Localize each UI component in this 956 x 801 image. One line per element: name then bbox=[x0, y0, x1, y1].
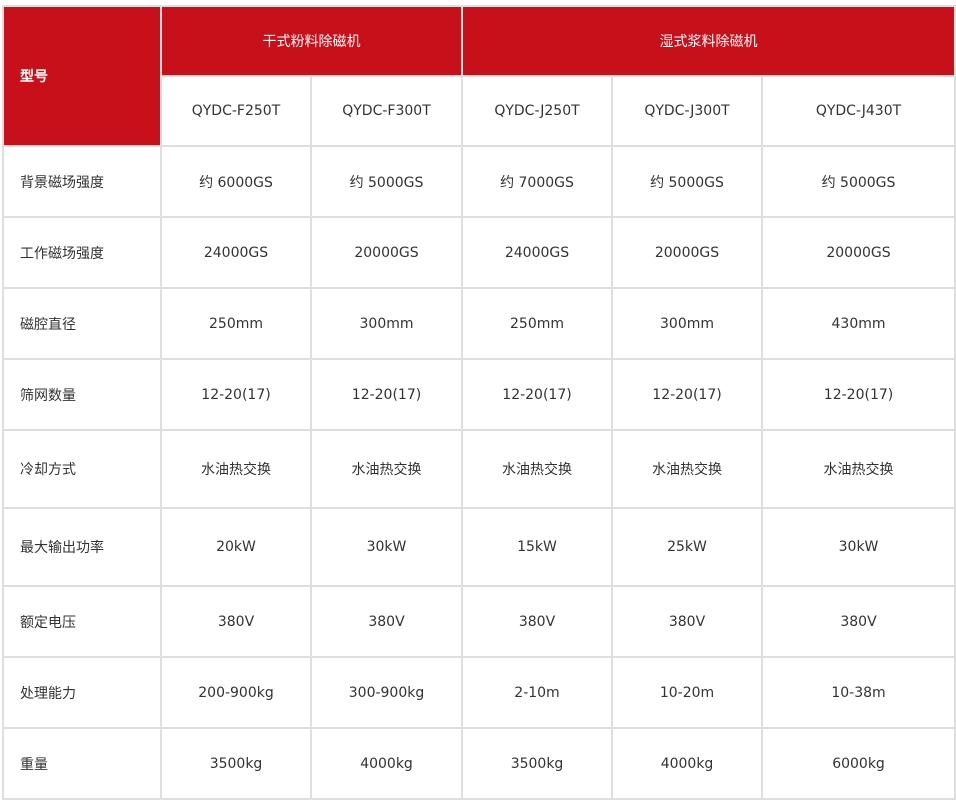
table-cell: 10-38m bbox=[760, 656, 956, 729]
table-cell: 430mm bbox=[760, 287, 956, 360]
row-label: 工作磁场强度 bbox=[2, 216, 162, 289]
table-cell: 24000GS bbox=[160, 216, 312, 289]
table-cell: 约 5000GS bbox=[310, 145, 463, 218]
table-cell: 24000GS bbox=[461, 216, 613, 289]
table-cell: 25kW bbox=[611, 507, 763, 587]
table-cell: 约 5000GS bbox=[760, 145, 956, 218]
header-row-models: QYDC-F250T QYDC-F300T QYDC-J250T QYDC-J3… bbox=[3, 75, 956, 147]
row-label: 处理能力 bbox=[2, 656, 162, 729]
table-cell: 12-20(17) bbox=[310, 358, 463, 431]
table-cell: 250mm bbox=[160, 287, 312, 360]
model-header: QYDC-F250T bbox=[160, 75, 312, 147]
table-cell: 200-900kg bbox=[160, 656, 312, 729]
table-cell: 380V bbox=[310, 585, 463, 658]
model-header: QYDC-J300T bbox=[611, 75, 763, 147]
table-cell: 30kW bbox=[760, 507, 956, 587]
table-cell: 水油热交换 bbox=[611, 429, 763, 509]
table-cell: 300mm bbox=[611, 287, 763, 360]
table-row: 额定电压 380V 380V 380V 380V 380V bbox=[2, 585, 956, 658]
table-row: 筛网数量 12-20(17) 12-20(17) 12-20(17) 12-20(17)… bbox=[2, 358, 956, 431]
table-cell: 水油热交换 bbox=[160, 429, 312, 509]
table-cell: 约 6000GS bbox=[160, 145, 312, 218]
spec-table: 型号 干式粉料除磁机 湿式浆料除磁机 QYDC-F250T QYDC-F300T… bbox=[2, 5, 956, 800]
table-cell: 3500kg bbox=[160, 727, 312, 800]
table-cell: 20000GS bbox=[611, 216, 763, 289]
table-row: 背景磁场强度约 6000GS 约 5000GS 约 7000GS 约 5000GS 约 … bbox=[2, 145, 956, 218]
table-cell: 3500kg bbox=[461, 727, 613, 800]
row-label: 背景磁场强度 bbox=[2, 145, 162, 218]
table-cell: 15kW bbox=[461, 507, 613, 587]
row-label: 额定电压 bbox=[2, 585, 162, 658]
table-cell: 12-20(17) bbox=[461, 358, 613, 431]
table-cell: 20000GS bbox=[310, 216, 463, 289]
row-label: 冷却方式 bbox=[2, 429, 162, 509]
table-row: 冷却方式 水油热交换 水油热交换 水油热交换 水油热交换 水油热交换 bbox=[2, 429, 956, 509]
table-cell: 12-20(17) bbox=[160, 358, 312, 431]
table-cell: 20000GS bbox=[760, 216, 956, 289]
model-header: QYDC-J430T bbox=[760, 75, 956, 147]
table-row: 工作磁场强度 24000GS 20000GS 24000GS 20000GS 20000G… bbox=[2, 216, 956, 289]
table-cell: 10-20m bbox=[611, 656, 763, 729]
table-cell: 水油热交换 bbox=[760, 429, 956, 509]
header-corner: 型号 bbox=[2, 5, 162, 147]
table-cell: 250mm bbox=[461, 287, 613, 360]
table-cell: 300-900kg bbox=[310, 656, 463, 729]
model-header: QYDC-F300T bbox=[310, 75, 463, 147]
table-cell: 6000kg bbox=[760, 727, 956, 800]
table-cell: 380V bbox=[461, 585, 613, 658]
table-row: 处理能力 200-900kg 300-900kg 2-10m 10-20m 10-38m bbox=[2, 656, 956, 729]
table-cell: 水油热交换 bbox=[310, 429, 463, 509]
table-cell: 4000kg bbox=[611, 727, 763, 800]
group-header-wet: 湿式浆料除磁机 bbox=[460, 5, 956, 77]
table-row: 最大输出功率 20kW 30kW 15kW 25kW 30kW bbox=[2, 507, 956, 587]
table-cell: 2-10m bbox=[461, 656, 613, 729]
group-header-dry: 干式粉料除磁机 bbox=[160, 5, 463, 77]
model-header: QYDC-J250T bbox=[461, 75, 613, 147]
row-label: 筛网数量 bbox=[2, 358, 162, 431]
table-row: 重量 3500kg 4000kg 3500kg 4000kg 6000kg bbox=[2, 727, 956, 800]
table-cell: 约 5000GS bbox=[611, 145, 763, 218]
table-cell: 12-20(17) bbox=[760, 358, 956, 431]
row-label: 重量 bbox=[2, 727, 162, 800]
table-cell: 12-20(17) bbox=[611, 358, 763, 431]
table-cell: 380V bbox=[160, 585, 312, 658]
table-cell: 380V bbox=[760, 585, 956, 658]
row-label: 最大输出功率 bbox=[2, 507, 162, 587]
table-cell: 300mm bbox=[310, 287, 463, 360]
header-row-groups: 型号 干式粉料除磁机 湿式浆料除磁机 bbox=[2, 5, 956, 147]
table-cell: 30kW bbox=[310, 507, 463, 587]
table-cell: 水油热交换 bbox=[461, 429, 613, 509]
table-cell: 20kW bbox=[160, 507, 312, 587]
table-cell: 约 7000GS bbox=[461, 145, 613, 218]
table-row: 磁腔直径 250mm 300mm 250mm 300mm 430mm bbox=[2, 287, 956, 360]
table-cell: 380V bbox=[611, 585, 763, 658]
table-cell: 4000kg bbox=[310, 727, 463, 800]
row-label: 磁腔直径 bbox=[2, 287, 162, 360]
